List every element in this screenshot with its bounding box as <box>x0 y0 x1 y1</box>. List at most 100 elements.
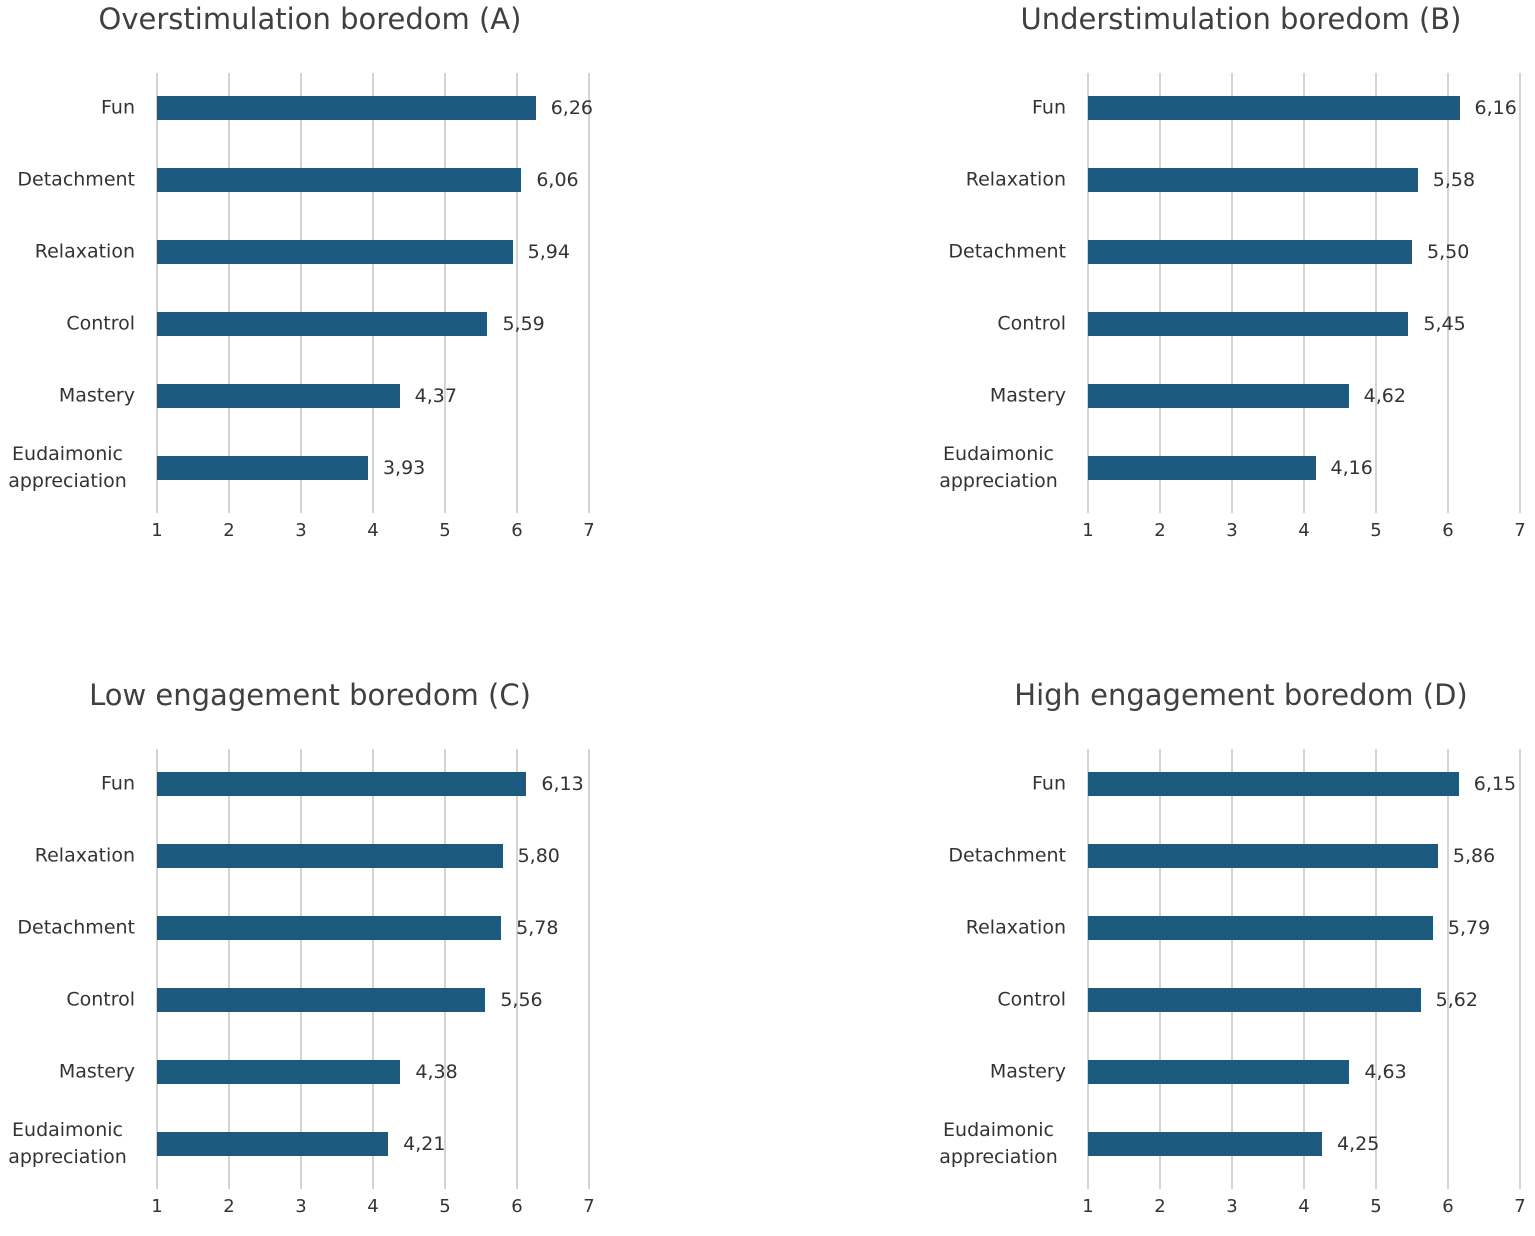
chart-panel: Overstimulation boredom (A) 1 2 3 4 5 6 7 Fun 6,2… <box>0 0 620 560</box>
x-tick-label: 6 <box>1442 1196 1454 1217</box>
x-tick-label: 3 <box>1226 520 1238 541</box>
grid-line <box>1231 749 1233 1189</box>
y-tick-label: Relaxation <box>965 168 1066 191</box>
x-tick-label: 6 <box>511 520 523 541</box>
bar <box>1088 844 1438 868</box>
x-tick-label: 7 <box>583 1196 595 1217</box>
grid-line <box>1447 749 1449 1189</box>
grid-line <box>1303 73 1305 513</box>
grid-line <box>372 749 374 1189</box>
bar <box>1088 988 1421 1012</box>
category-label-box: Control <box>931 311 1066 338</box>
grid-line <box>1519 749 1521 1189</box>
grid-line <box>372 73 374 513</box>
chart-title: Low engagement boredom (C) <box>89 678 531 712</box>
category-label-box: Control <box>0 311 135 338</box>
x-tick-label: 1 <box>1082 1196 1094 1217</box>
value-label: 4,63 <box>1364 1061 1407 1083</box>
bar <box>157 916 502 940</box>
x-tick-label: 2 <box>1154 520 1166 541</box>
bar <box>157 384 400 408</box>
grid-line <box>588 73 590 513</box>
y-tick-label: Fun <box>101 96 135 119</box>
category-label-box: Fun <box>931 95 1066 122</box>
x-tick-label: 2 <box>223 1196 235 1217</box>
value-label: 5,80 <box>517 845 560 867</box>
y-tick-label: Relaxation <box>34 844 135 867</box>
x-tick-label: 1 <box>151 520 163 541</box>
category-label-box: Fun <box>0 95 135 122</box>
category-label-box: Relaxation <box>931 915 1066 942</box>
x-tick-label: 2 <box>1154 1196 1166 1217</box>
grid-line <box>1087 73 1089 513</box>
value-label: 4,38 <box>415 1061 458 1083</box>
bar <box>157 240 513 264</box>
x-tick-label: 5 <box>1370 1196 1382 1217</box>
bar <box>157 772 527 796</box>
y-tick-label: Mastery <box>58 1060 135 1083</box>
x-tick-label: 4 <box>367 1196 379 1217</box>
value-label: 6,13 <box>541 773 584 795</box>
y-tick-label: Eudaimonic appreciation <box>8 443 127 492</box>
y-tick-label: Control <box>66 312 135 335</box>
value-label: 4,21 <box>403 1133 446 1155</box>
y-tick-label: Mastery <box>989 1060 1066 1083</box>
bar <box>1088 168 1418 192</box>
y-tick-label: Mastery <box>989 384 1066 407</box>
grid-line <box>1375 749 1377 1189</box>
category-label-box: Control <box>0 987 135 1014</box>
y-tick-label: Relaxation <box>34 240 135 263</box>
category-label-box: Detachment <box>0 915 135 942</box>
category-label-box: Relaxation <box>0 843 135 870</box>
category-label-box: Relaxation <box>0 239 135 266</box>
x-tick-label: 7 <box>1514 1196 1526 1217</box>
grid-line <box>516 73 518 513</box>
grid-line <box>228 749 230 1189</box>
bar <box>1088 384 1349 408</box>
category-label-box: Detachment <box>931 843 1066 870</box>
bar <box>1088 1132 1322 1156</box>
chart-panel: High engagement boredom (D) 1 2 3 4 5 6 7 Fun 6,1… <box>931 676 1535 1236</box>
y-tick-label: Fun <box>1032 772 1066 795</box>
value-label: 5,56 <box>500 989 543 1011</box>
category-label-box: Detachment <box>931 239 1066 266</box>
chart-panel: Low engagement boredom (C) 1 2 3 4 5 6 7 Fun 6,13… <box>0 676 620 1236</box>
x-tick-label: 3 <box>1226 1196 1238 1217</box>
value-label: 5,94 <box>527 241 570 263</box>
bar <box>157 168 522 192</box>
category-label-box: Mastery <box>0 383 135 410</box>
bar <box>1088 772 1459 796</box>
x-tick-label: 5 <box>439 1196 451 1217</box>
category-label-box: Eudaimonic appreciation <box>0 441 135 495</box>
x-tick-label: 7 <box>1514 520 1526 541</box>
grid-line <box>156 749 158 1189</box>
chart-title: High engagement boredom (D) <box>1014 678 1468 712</box>
grid-line <box>588 749 590 1189</box>
bar <box>1088 1060 1350 1084</box>
y-tick-label: Detachment <box>17 916 135 939</box>
grid-line <box>1159 749 1161 1189</box>
grid-line <box>1519 73 1521 513</box>
value-label: 4,16 <box>1330 457 1373 479</box>
x-tick-label: 1 <box>1082 520 1094 541</box>
y-tick-label: Eudaimonic appreciation <box>8 1119 127 1168</box>
bar <box>157 1132 389 1156</box>
x-tick-label: 7 <box>583 520 595 541</box>
value-label: 5,79 <box>1447 917 1491 939</box>
bar <box>1088 312 1409 336</box>
grid-line <box>1447 73 1449 513</box>
category-label-box: Mastery <box>931 1059 1066 1086</box>
category-label-box: Fun <box>931 771 1066 798</box>
value-label: 5,62 <box>1435 989 1478 1011</box>
y-tick-label: Detachment <box>948 844 1066 867</box>
category-label-box: Fun <box>0 771 135 798</box>
value-label: 3,93 <box>382 457 426 479</box>
value-label: 5,50 <box>1427 241 1470 263</box>
y-tick-label: Fun <box>1032 96 1066 119</box>
y-tick-label: Eudaimonic appreciation <box>939 443 1058 492</box>
category-label-box: Detachment <box>0 167 135 194</box>
x-tick-label: 3 <box>295 520 307 541</box>
y-tick-label: Relaxation <box>965 916 1066 939</box>
value-label: 4,25 <box>1337 1133 1380 1155</box>
